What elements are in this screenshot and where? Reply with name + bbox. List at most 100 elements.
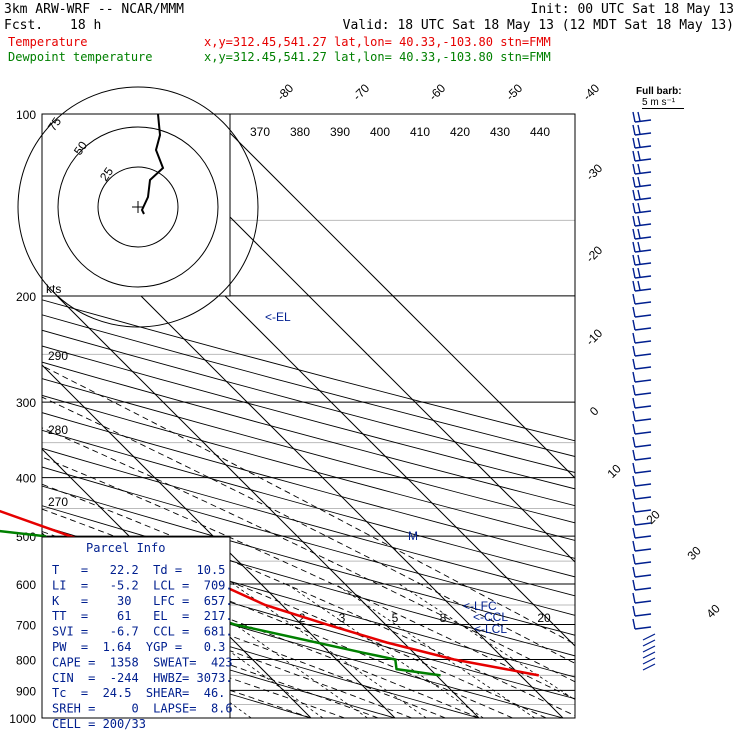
wind-barb <box>632 384 652 396</box>
dry-adiabat <box>42 447 575 597</box>
wind-barb <box>642 651 656 659</box>
parcel-info-row: SREH = 0 LAPSE= 8.6 <box>52 702 233 716</box>
mixing-ratio-line <box>398 583 575 701</box>
theta-label-top: 410 <box>410 125 430 139</box>
theta-label-top: 380 <box>290 125 310 139</box>
wind-barb <box>632 280 652 292</box>
annotation-el: <-EL <box>265 310 291 324</box>
wind-barb <box>632 332 652 344</box>
wind-barb <box>642 663 656 671</box>
wind-barb <box>632 358 652 370</box>
wind-barb <box>642 633 656 641</box>
temperature-trace <box>0 509 540 677</box>
level-annotations: <-EL <-LFC<-CCL<-LCL M <box>265 310 508 636</box>
wind-barb <box>632 462 652 474</box>
barb-legend-value: 5 m s⁻¹ <box>642 97 684 109</box>
annotation-lcl: <-LCL <box>474 622 507 636</box>
mixing-ratio-line <box>286 583 484 718</box>
hodograph-speed-label: kts <box>46 282 61 296</box>
valid-time: Valid: 18 UTC Sat 18 May 13 (12 MDT Sat … <box>342 18 734 33</box>
theta-label-left: 290 <box>48 349 68 363</box>
hodograph-ring <box>17 86 259 328</box>
dry-adiabat <box>42 299 575 442</box>
dry-adiabat <box>42 429 575 578</box>
hodograph-ring <box>97 166 179 248</box>
moist-adiabat <box>42 427 575 683</box>
dry-adiabat <box>42 505 575 657</box>
mixing-ratio-label: 20 <box>537 611 551 625</box>
isotherm-label: -40 <box>580 81 602 103</box>
wind-barb <box>632 527 652 539</box>
parcel-info-row: SVI = -6.7 CCL = 681. <box>52 625 233 639</box>
dry-adiabat <box>42 612 397 718</box>
parcel-info-title: Parcel Info <box>86 541 165 555</box>
parcel-info-row: CAPE = 1358 SWEAT= 423 <box>52 655 233 669</box>
wind-barb <box>632 267 652 279</box>
wind-barb <box>632 592 652 604</box>
wind-barb <box>632 176 652 188</box>
wind-barb <box>632 163 652 175</box>
parcel-info-row: CIN = -244 HWBZ= 3073. <box>52 671 233 685</box>
moist-adiabat <box>42 365 575 645</box>
theta-label-top: 390 <box>330 125 350 139</box>
pressure-label-1000: 1000 <box>9 712 36 726</box>
hodograph-ring <box>57 126 219 288</box>
isotherm-label: -80 <box>274 81 296 103</box>
mixing-ratio-line <box>335 583 536 718</box>
dewpoint-legend: Dewpoint temperature <box>8 50 153 64</box>
wind-barb <box>632 436 652 448</box>
header: 3km ARW-WRF -- NCAR/MMM Init: 00 UTC Sat… <box>0 0 740 66</box>
dry-adiabat <box>42 589 481 718</box>
isotherm-label: -50 <box>503 81 525 103</box>
fcst-value: 18 h <box>70 18 102 33</box>
wind-barb <box>632 189 652 201</box>
wind-barb <box>632 150 652 162</box>
temperature-legend: Temperature <box>8 35 88 49</box>
moist-adiabat <box>42 508 547 718</box>
barb-legend: Full barb: 5 m s⁻¹ <box>636 86 684 109</box>
theta-label-top: 440 <box>530 125 550 139</box>
parcel-info-row: TT = 61 EL = 217. <box>52 609 233 623</box>
fcst-label: Fcst. <box>4 18 44 33</box>
isotherm <box>210 114 575 479</box>
wind-barb <box>632 514 652 526</box>
parcel-info-row: Tc = 24.5 SHEAR= 46. <box>52 686 225 700</box>
dry-adiabat <box>42 345 575 490</box>
moist-adiabat <box>42 396 575 664</box>
wind-barb <box>632 215 652 227</box>
wind-barb <box>632 553 652 565</box>
mixing-ratio-label: 3 <box>339 611 346 625</box>
wind-barb <box>632 293 652 305</box>
mixing-ratio-label: 2 <box>299 611 306 625</box>
dewpoint-location: x,y=312.45,541.27 lat,lon= 40.33,-103.80… <box>204 50 551 64</box>
wind-barb <box>632 306 652 318</box>
isotherm-label: -20 <box>583 243 605 265</box>
wind-barb <box>632 254 652 266</box>
theta-label-left: 280 <box>48 423 68 437</box>
pressure-label-700: 700 <box>16 618 36 632</box>
wind-barb <box>632 241 652 253</box>
parcel-info-row: T = 22.2 Td = 10.5 <box>52 563 225 577</box>
wind-barb <box>632 228 652 240</box>
mixing-ratio-label: 5 <box>392 611 399 625</box>
pressure-label-300: 300 <box>16 396 36 410</box>
isotherm-label: -60 <box>426 81 448 103</box>
parcel-info-row: CELL = 200/33 <box>52 717 146 731</box>
hodograph-trace <box>140 113 165 215</box>
wind-barb <box>632 605 652 617</box>
wind-barb <box>632 319 652 331</box>
isotherm-label: 0 <box>587 404 602 419</box>
isotherm-label: 40 <box>703 601 723 621</box>
theta-label-top: 420 <box>450 125 470 139</box>
isotherm-label: -70 <box>350 81 372 103</box>
wind-barb <box>632 371 652 383</box>
pressure-label-800: 800 <box>16 653 36 667</box>
wind-barbs <box>632 111 656 671</box>
wind-barb <box>632 137 652 149</box>
theta-label-top: 430 <box>490 125 510 139</box>
parcel-info-row: PW = 1.64 YGP = 0.3 <box>52 640 225 654</box>
